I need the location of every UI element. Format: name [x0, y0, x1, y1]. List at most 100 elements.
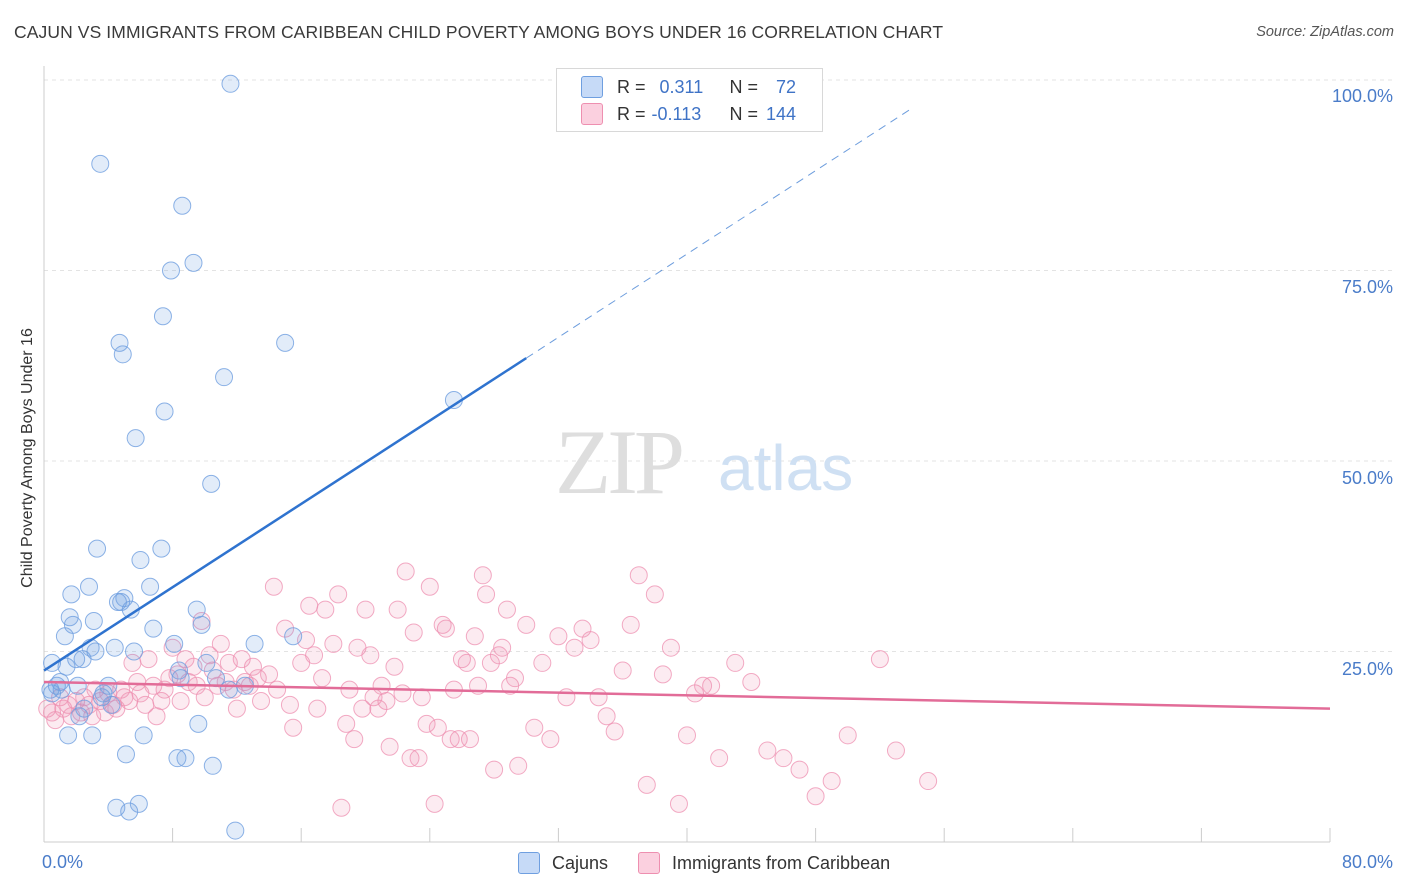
- caribbean-point: [268, 680, 287, 699]
- caribbean-point: [380, 737, 399, 756]
- caribbean-point: [195, 688, 214, 707]
- caribbean-point: [260, 665, 279, 684]
- cajun-point: [102, 695, 121, 714]
- cajun-point: [116, 745, 135, 764]
- series-legend: Cajuns Immigrants from Caribbean: [518, 852, 920, 874]
- y-tick-75: 75.0%: [1341, 277, 1393, 297]
- caribbean-point: [589, 688, 608, 707]
- cajun-point: [171, 669, 190, 688]
- caribbean-point: [838, 726, 857, 745]
- cajuns-r-value: 0.311: [659, 76, 704, 97]
- caribbean-point: [332, 798, 351, 817]
- cajun-point: [284, 627, 303, 646]
- cajun-point: [189, 714, 208, 733]
- caribbean-point: [509, 756, 528, 775]
- caribbean-point: [517, 615, 536, 634]
- cajun-point: [63, 615, 82, 634]
- caribbean-trend-line: [43, 680, 1331, 710]
- caribbean-point: [425, 794, 444, 813]
- caribbean-point: [774, 749, 793, 768]
- caribbean-point: [457, 653, 476, 672]
- caribbean-point: [653, 665, 672, 684]
- caribbean-point: [525, 718, 544, 737]
- cajun-points: [41, 74, 463, 840]
- caribbean-point: [822, 772, 841, 791]
- cajun-point: [134, 726, 153, 745]
- caribbean-point: [284, 718, 303, 737]
- caribbean-point: [144, 676, 163, 695]
- caribbean-point: [806, 787, 825, 806]
- cajun-point: [176, 749, 195, 768]
- cajun-trend-line: [43, 357, 527, 672]
- caribbean-point: [549, 627, 568, 646]
- caribbean-point: [252, 692, 271, 711]
- caribbean-point: [557, 688, 576, 707]
- x-tick-max: 80.0%: [1341, 852, 1393, 872]
- caribbean-point: [147, 707, 166, 726]
- caribbean-point: [758, 741, 777, 760]
- cajun-point: [68, 676, 87, 695]
- cajun-point: [91, 154, 110, 173]
- caribbean-point: [377, 692, 396, 711]
- caribbean-point: [152, 692, 171, 711]
- cajun-point: [129, 794, 148, 813]
- cajun-point: [161, 261, 180, 280]
- cajun-point: [131, 551, 150, 570]
- caribbean-point: [396, 562, 415, 581]
- cajun-point: [110, 333, 129, 352]
- caribbean-swatch: [581, 103, 603, 125]
- n-label: N =: [729, 76, 759, 97]
- cajun-point: [88, 539, 107, 558]
- cajuns-legend-swatch: [518, 852, 540, 874]
- cajun-point: [184, 253, 203, 272]
- caribbean-point: [139, 650, 158, 669]
- cajun-point: [126, 429, 145, 448]
- caribbean-point: [533, 653, 552, 672]
- caribbean-point: [497, 600, 516, 619]
- caribbean-point: [428, 718, 447, 737]
- caribbean-point: [669, 794, 688, 813]
- cajun-point: [141, 577, 160, 596]
- x-tick-min: 0.0%: [42, 852, 84, 872]
- caribbean-point: [412, 688, 431, 707]
- caribbean-point: [581, 631, 600, 650]
- legend-row-cajuns: R = 0.311 N = 72: [581, 74, 796, 100]
- y-axis-label: Child Poverty Among Boys Under 16: [19, 328, 36, 588]
- cajun-point: [152, 539, 171, 558]
- caribbean-point: [637, 775, 656, 794]
- caribbean-point: [417, 714, 436, 733]
- caribbean-point: [264, 577, 283, 596]
- cajun-point: [62, 585, 81, 604]
- caribbean-point: [678, 726, 696, 745]
- cajun-point: [203, 756, 222, 775]
- cajun-point: [80, 577, 99, 596]
- caribbean-point: [436, 619, 455, 638]
- caribbean-point: [790, 760, 809, 779]
- caribbean-point: [629, 566, 648, 585]
- caribbean-point: [742, 672, 761, 691]
- cajun-point: [115, 589, 134, 608]
- caribbean-point: [919, 772, 938, 791]
- cajun-point: [113, 345, 132, 364]
- cajuns-legend-label: Cajuns: [552, 852, 609, 873]
- y-tick-100: 100.0%: [1331, 86, 1393, 106]
- legend-item-caribbean[interactable]: Immigrants from Caribbean: [638, 852, 890, 874]
- caribbean-point: [227, 699, 246, 718]
- cajun-point: [276, 333, 295, 352]
- caribbean-point: [477, 585, 496, 604]
- legend-item-cajuns[interactable]: Cajuns: [518, 852, 608, 874]
- caribbean-point: [316, 600, 335, 619]
- cajun-point: [215, 368, 234, 387]
- cajun-point: [170, 661, 189, 680]
- caribbean-point: [385, 657, 404, 676]
- trend-lines: [43, 107, 1331, 710]
- correlation-legend: R = 0.311 N = 72 R = -0.113 N = 144: [556, 68, 823, 132]
- cajun-point: [84, 612, 103, 631]
- cajun-point: [83, 726, 102, 745]
- caribbean-point: [404, 623, 423, 642]
- cajun-point: [105, 638, 124, 657]
- caribbean-point: [388, 600, 407, 619]
- y-tick-25: 25.0%: [1341, 659, 1393, 679]
- caribbean-point: [409, 749, 428, 768]
